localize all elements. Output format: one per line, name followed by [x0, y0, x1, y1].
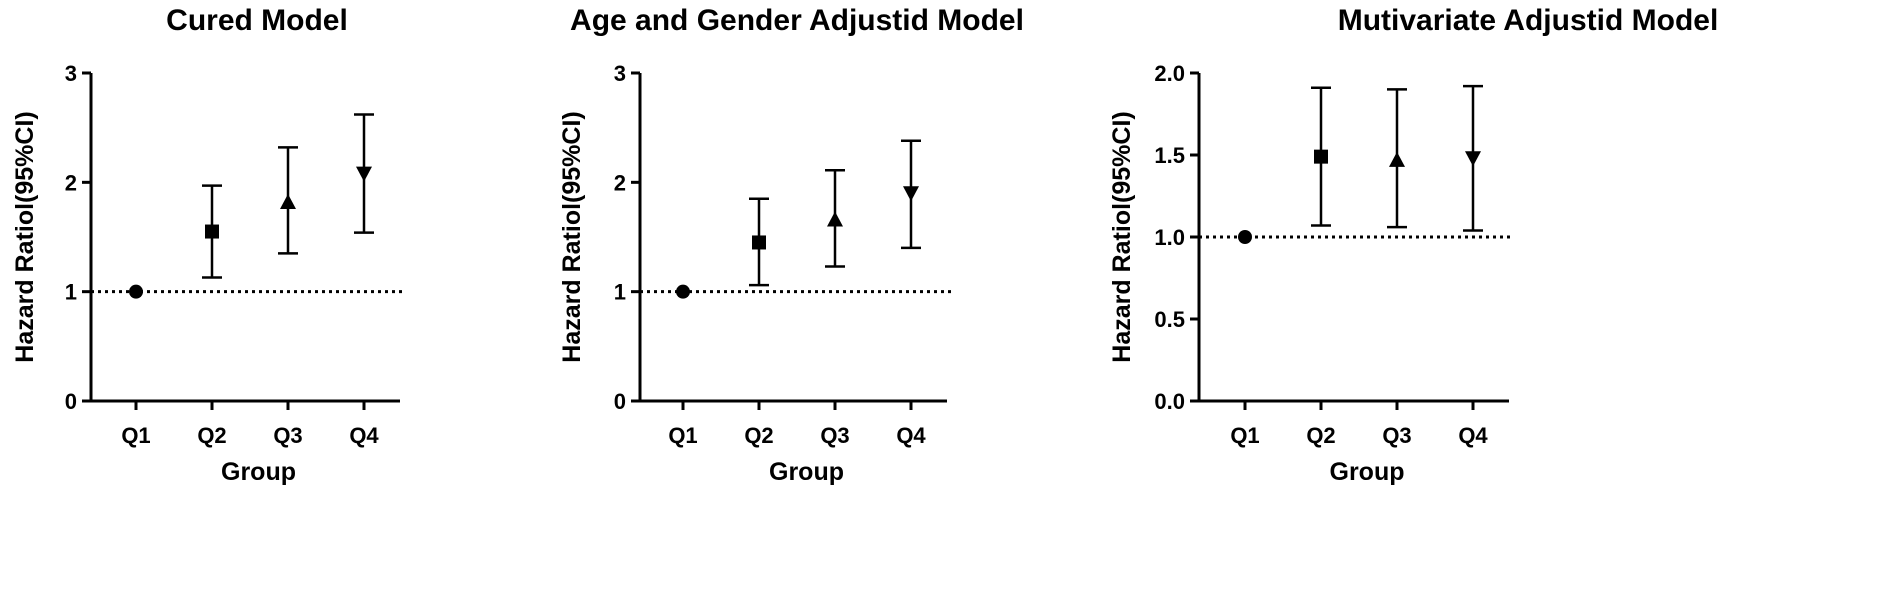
y-axis-label: Hazard Ratiol(95%CI)	[11, 111, 39, 362]
data-point-triangle-up	[1389, 151, 1405, 167]
data-point-circle	[129, 284, 143, 299]
y-tick-label: 3	[65, 61, 77, 86]
x-tick-label: Q1	[121, 423, 150, 448]
y-tick-label: 2	[65, 170, 77, 195]
x-tick-label: Q2	[744, 423, 773, 448]
panel-2: Age and Gender Adjustid Model 0 1 2 3 Q1 Q2 Q3 Q…	[558, 4, 1024, 486]
x-tick-label: Q4	[1458, 423, 1488, 448]
x-tick-label: Q4	[349, 423, 379, 448]
panel-title: Cured Model	[166, 4, 348, 37]
x-tick-label: Q2	[1306, 423, 1335, 448]
data-point-square	[205, 224, 219, 239]
panel-1: Cured Model 0 1 2 3 Q1 Q2 Q3 Q4 Group Hazard Ratio…	[11, 4, 405, 486]
y-tick-label: 1.5	[1154, 143, 1185, 168]
x-tick-label: Q2	[197, 423, 226, 448]
y-axis-label: Hazard Ratiol(95%CI)	[558, 111, 586, 362]
data-point-triangle-up	[280, 194, 296, 210]
y-tick-label: 0.5	[1154, 307, 1185, 332]
data-point-circle	[1238, 230, 1252, 244]
x-axis-label: Group	[769, 458, 844, 486]
x-tick-label: Q3	[820, 423, 849, 448]
y-tick-label: 1	[614, 280, 626, 305]
data-point-triangle-up	[827, 211, 843, 227]
data-point-triangle-down	[356, 166, 372, 182]
y-tick-label: 1.0	[1154, 225, 1185, 250]
panel-title: Age and Gender Adjustid Model	[570, 4, 1024, 37]
x-tick-label: Q3	[1382, 423, 1411, 448]
data-point-triangle-down	[1465, 151, 1481, 167]
y-tick-label: 0.0	[1154, 389, 1185, 414]
x-tick-label: Q4	[896, 423, 926, 448]
y-tick-label: 0	[614, 389, 626, 414]
y-tick-label: 0	[65, 389, 77, 414]
y-tick-label: 1	[65, 280, 77, 305]
data-point-square	[752, 235, 766, 250]
x-axis-label: Group	[1330, 458, 1405, 486]
x-tick-label: Q1	[668, 423, 697, 448]
y-tick-label: 2	[614, 170, 626, 195]
y-tick-label: 2.0	[1154, 61, 1185, 86]
panel-title: Mutivariate Adjustid Model	[1338, 4, 1719, 37]
panel-3: Mutivariate Adjustid Model 0.0 0.5 1.0 1.5 2.…	[1108, 4, 1718, 486]
x-axis-label: Group	[221, 458, 296, 486]
x-tick-label: Q3	[273, 423, 302, 448]
y-tick-label: 3	[614, 61, 626, 86]
data-point-square	[1314, 149, 1328, 164]
y-axis-label: Hazard Ratiol(95%CI)	[1108, 111, 1136, 362]
x-tick-label: Q1	[1230, 423, 1259, 448]
data-point-circle	[676, 284, 690, 299]
data-point-triangle-down	[903, 186, 919, 202]
